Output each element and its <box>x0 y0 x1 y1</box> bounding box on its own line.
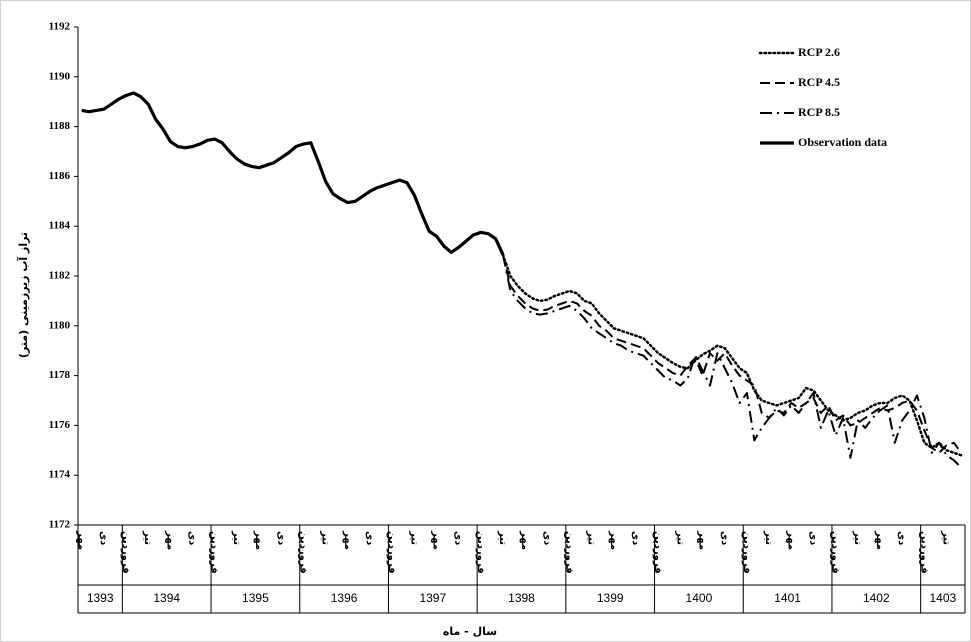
series-line <box>81 91 505 256</box>
series-line <box>501 253 963 457</box>
year-label: 1397 <box>419 591 446 605</box>
y-tick-label: 1172 <box>49 519 71 531</box>
x-tick-label: فروردین <box>120 531 131 574</box>
legend-label: RCP 4.5 <box>798 75 840 89</box>
y-tick-label: 1180 <box>49 319 71 331</box>
x-tick-label: مهر <box>874 530 885 550</box>
x-tick-label: فروردین <box>830 531 841 574</box>
series-line <box>502 254 963 454</box>
y-tick-label: 1192 <box>49 21 71 33</box>
x-tick-label: تیر <box>586 530 597 545</box>
x-tick-label: فروردین <box>386 531 397 574</box>
x-tick-label: فروردین <box>918 531 929 574</box>
x-tick-label: تیر <box>941 530 952 545</box>
x-tick-label: دی <box>807 531 818 545</box>
year-label: 1393 <box>87 591 114 605</box>
x-tick-label: فروردین <box>475 531 486 574</box>
x-tick-label: تیر <box>320 530 331 545</box>
x-tick-label: فروردین <box>564 531 575 574</box>
y-tick-label: 1186 <box>49 170 71 182</box>
x-tick-label: دی <box>187 531 198 545</box>
x-tick-label: فروردین <box>652 531 663 574</box>
y-tick-label: 1174 <box>49 469 71 481</box>
legend-label: RCP 2.6 <box>798 45 840 59</box>
x-tick-label: تیر <box>231 530 242 545</box>
x-tick-label: مهر <box>164 530 175 550</box>
y-tick-label: 1190 <box>49 70 71 82</box>
year-label: 1403 <box>929 591 956 605</box>
y-tick-label: 1184 <box>49 220 71 232</box>
year-label: 1396 <box>331 591 358 605</box>
x-tick-label: مهر <box>430 530 441 550</box>
x-tick-label: فروردین <box>209 531 220 574</box>
y-tick-label: 1188 <box>49 120 71 132</box>
x-tick-label: مهر <box>785 530 796 550</box>
x-tick-label: مهر <box>76 530 87 550</box>
x-tick-label: تیر <box>497 530 508 545</box>
x-tick-label: فروردین <box>297 531 308 574</box>
x-tick-label: دی <box>630 531 641 545</box>
x-tick-label: دی <box>98 531 109 545</box>
x-tick-label: مهر <box>253 530 264 550</box>
x-tick-label: دی <box>364 531 375 545</box>
y-tick-label: 1176 <box>49 419 71 431</box>
x-tick-label: دی <box>541 531 552 545</box>
x-tick-label: دی <box>275 531 286 545</box>
year-label: 1398 <box>508 591 535 605</box>
x-axis-label: سال - ماه <box>443 625 497 638</box>
y-tick-label: 1178 <box>49 369 71 381</box>
x-tick-label: مهر <box>519 530 530 550</box>
year-label: 1400 <box>686 591 713 605</box>
x-tick-label: مهر <box>697 530 708 550</box>
y-axis-label: تراز آب زیرزمینی (متر) <box>16 232 30 358</box>
x-tick-label: تیر <box>763 530 774 545</box>
x-tick-label: فروردین <box>741 531 752 574</box>
series-line <box>502 254 963 469</box>
legend-label: Observation data <box>798 135 887 149</box>
x-tick-label: دی <box>896 531 907 545</box>
year-label: 1402 <box>863 591 890 605</box>
x-tick-label: تیر <box>142 530 153 545</box>
legend-label: RCP 8.5 <box>798 105 840 119</box>
x-tick-label: تیر <box>408 530 419 545</box>
year-label: 1395 <box>242 591 269 605</box>
x-tick-label: تیر <box>674 530 685 545</box>
y-tick-label: 1182 <box>49 270 71 282</box>
x-tick-label: مهر <box>608 530 619 550</box>
x-tick-label: دی <box>719 531 730 545</box>
year-label: 1399 <box>597 591 624 605</box>
year-label: 1401 <box>774 591 801 605</box>
year-label: 1394 <box>153 591 180 605</box>
x-tick-label: مهر <box>342 530 353 550</box>
x-tick-label: دی <box>453 531 464 545</box>
x-tick-label: تیر <box>852 530 863 545</box>
